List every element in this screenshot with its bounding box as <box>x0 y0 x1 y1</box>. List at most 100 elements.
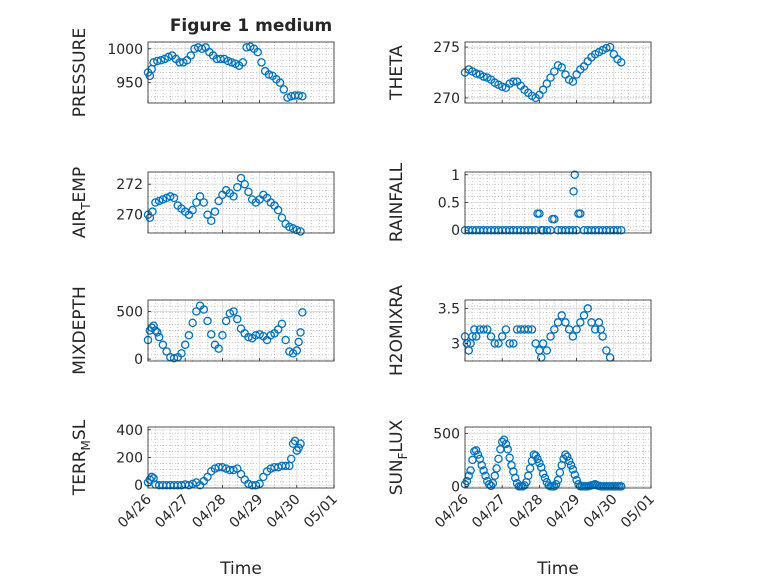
data-point <box>576 209 585 218</box>
data-point <box>294 91 303 100</box>
data-point <box>216 54 225 64</box>
data-point <box>281 461 290 471</box>
data-point <box>568 332 578 341</box>
data-point <box>257 58 266 67</box>
y-tick-label: 0 <box>451 479 460 495</box>
data-point <box>479 325 488 334</box>
data-point <box>501 439 511 449</box>
data-point <box>158 340 168 350</box>
data-point <box>540 473 550 483</box>
data-point <box>294 337 303 347</box>
data-point <box>505 453 514 463</box>
data-point <box>244 187 253 197</box>
data-point <box>214 196 223 206</box>
subplot-air_temp: 270 272 AIRTEMP <box>70 167 335 238</box>
data-point <box>292 225 302 235</box>
y-axis-label-main: TERR <box>70 450 90 496</box>
data-point <box>273 205 283 215</box>
data-point <box>535 209 544 218</box>
data-point <box>149 321 158 330</box>
data-point <box>535 458 544 468</box>
series-markers <box>143 42 307 102</box>
data-point <box>523 325 533 334</box>
data-point <box>538 339 548 348</box>
data-point <box>494 339 503 348</box>
data-point <box>570 170 579 180</box>
data-point <box>568 77 578 86</box>
data-point <box>605 42 615 52</box>
y-axis-label: RAINFALL <box>387 162 407 242</box>
data-point <box>298 91 307 101</box>
y-axis-label-tail: EMP <box>70 167 90 203</box>
data-point <box>546 73 555 82</box>
data-point <box>492 464 501 473</box>
y-tick-label: 270 <box>433 91 460 107</box>
y-tick-label: 0 <box>451 223 460 239</box>
data-point <box>203 210 212 219</box>
major-grid <box>465 172 651 233</box>
data-point <box>546 332 555 341</box>
axes-box <box>464 299 652 362</box>
data-point <box>598 332 607 341</box>
data-point <box>538 469 548 478</box>
data-point <box>481 471 490 481</box>
subplot-pressure: 950 1000 PRESSURE <box>70 28 335 117</box>
data-point <box>509 339 518 348</box>
data-point <box>277 319 287 329</box>
y-tick-label: 3 <box>451 336 460 352</box>
y-tick-label: 0.5 <box>438 196 460 212</box>
data-point <box>253 47 262 57</box>
series-markers <box>460 435 626 491</box>
data-point <box>151 198 160 207</box>
data-point <box>523 471 533 481</box>
data-point <box>153 328 162 337</box>
data-point <box>292 346 302 355</box>
data-point <box>154 332 164 342</box>
data-point <box>477 460 486 470</box>
data-point <box>550 482 559 491</box>
data-point <box>236 173 246 183</box>
y-axis-label: PRESSURE <box>70 28 90 117</box>
data-point <box>298 308 307 317</box>
data-point <box>199 305 209 314</box>
data-point <box>221 316 231 326</box>
y-axis-label-subscript: F <box>396 452 410 459</box>
subplot-rainfall: 0 0.5 1 RAINFALL <box>387 162 652 242</box>
data-point <box>227 58 236 67</box>
data-point <box>180 340 190 350</box>
y-axis-label: H2OMIXRA <box>387 285 407 376</box>
data-point <box>229 307 238 316</box>
data-point <box>175 58 184 67</box>
axes-box <box>464 426 652 489</box>
data-point <box>579 311 589 320</box>
data-point <box>462 476 472 486</box>
series-markers <box>143 301 307 363</box>
y-tick-label: 200 <box>116 451 143 467</box>
data-point <box>486 332 496 341</box>
data-point <box>153 56 162 66</box>
data-point <box>188 318 197 328</box>
data-point <box>288 224 298 233</box>
data-point <box>602 346 611 355</box>
data-point <box>214 344 223 353</box>
y-tick-label: 500 <box>116 304 143 320</box>
y-axis-label-subscript: M <box>79 440 93 450</box>
figure-title: Figure 1 medium <box>170 16 332 36</box>
series-markers <box>460 42 626 103</box>
data-point <box>273 325 283 334</box>
data-point <box>164 52 173 62</box>
data-point <box>151 326 160 335</box>
data-point <box>561 450 570 459</box>
subplot-theta: 270 275 THETA <box>387 40 652 107</box>
data-point <box>542 79 552 88</box>
data-point <box>218 462 227 472</box>
data-point <box>576 318 585 327</box>
data-point <box>503 445 513 454</box>
data-point <box>525 464 535 473</box>
y-tick-label: 500 <box>433 426 460 442</box>
data-point <box>497 82 507 91</box>
data-point <box>471 332 481 341</box>
y-tick-label: 275 <box>433 40 460 56</box>
y-axis-label-tail: SL <box>70 419 90 440</box>
